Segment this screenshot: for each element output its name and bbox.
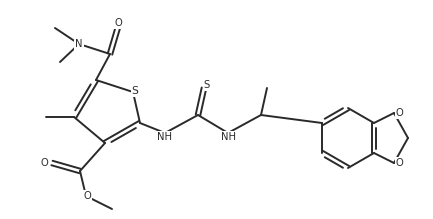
Text: N: N <box>75 39 83 49</box>
Text: O: O <box>396 108 404 118</box>
Text: S: S <box>204 80 210 90</box>
Text: O: O <box>396 158 404 168</box>
Text: O: O <box>40 158 48 168</box>
Text: NH: NH <box>158 132 172 142</box>
Text: NH: NH <box>220 132 236 142</box>
Text: O: O <box>114 18 122 28</box>
Text: S: S <box>132 86 139 96</box>
Text: O: O <box>83 191 91 201</box>
